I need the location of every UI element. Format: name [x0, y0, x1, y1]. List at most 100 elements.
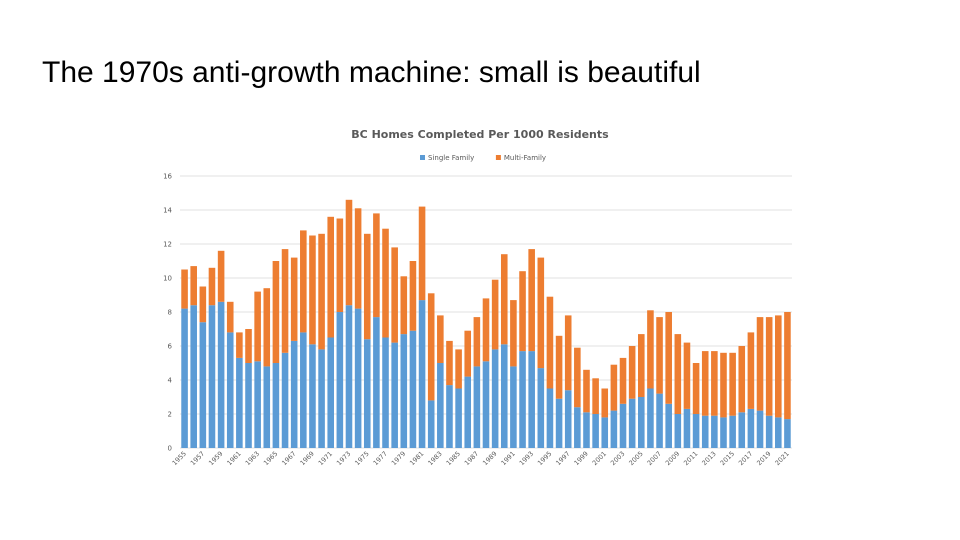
y-tick-label: 2 [168, 411, 172, 419]
bar-multi-family-1961 [236, 332, 243, 358]
x-tick-label: 2003 [609, 450, 626, 467]
bar-single-family-1966 [281, 352, 289, 448]
bar-single-family-1965 [272, 363, 280, 448]
bar-multi-family-1978 [391, 247, 398, 343]
bar-single-family-1956 [190, 305, 197, 448]
bar-multi-family-1962 [245, 329, 252, 363]
bar-single-family-1964 [263, 366, 271, 448]
bar-single-family-1961 [236, 357, 243, 448]
bar-multi-family-1969 [309, 235, 316, 345]
bar-multi-family-1995 [546, 296, 554, 389]
x-tick-label: 2007 [646, 450, 663, 467]
bar-single-family-1976 [373, 317, 380, 448]
x-tick-label: 2011 [682, 450, 699, 467]
bar-multi-family-1990 [500, 254, 508, 345]
x-tick-label: 2015 [719, 450, 736, 467]
bar-multi-family-2009 [674, 334, 682, 414]
bar-single-family-1971 [327, 337, 335, 448]
x-tick-label: 1965 [262, 450, 279, 467]
bar-single-family-2017 [747, 408, 755, 448]
chart-title: BC Homes Completed Per 1000 Residents [351, 128, 609, 141]
bar-multi-family-1993 [528, 249, 535, 352]
bar-multi-family-2016 [738, 346, 746, 413]
bar-multi-family-1997 [564, 315, 572, 391]
bar-single-family-1974 [354, 308, 362, 448]
y-tick-label: 0 [168, 445, 172, 453]
y-tick-label: 10 [163, 275, 172, 283]
bar-single-family-1991 [510, 366, 517, 448]
bar-multi-family-1955 [181, 269, 188, 309]
x-tick-label: 1975 [353, 450, 370, 467]
bar-chart: BC Homes Completed Per 1000 Residents Si… [163, 128, 792, 467]
bar-single-family-1962 [245, 363, 252, 448]
bar-single-family-2016 [738, 412, 746, 448]
bar-multi-family-1979 [400, 276, 408, 335]
bar-multi-family-1974 [354, 208, 362, 309]
bar-multi-family-2007 [656, 317, 663, 394]
x-tick-label: 1997 [554, 450, 571, 467]
slide-title: The 1970s anti-growth machine: small is … [42, 56, 701, 89]
legend-swatch-0 [420, 155, 425, 160]
bar-multi-family-1956 [190, 266, 197, 306]
bar-single-family-1985 [455, 388, 462, 448]
bar-multi-family-1960 [226, 301, 234, 333]
bar-multi-family-1971 [327, 216, 335, 338]
bar-multi-family-1957 [199, 286, 207, 323]
bar-single-family-1955 [181, 308, 188, 448]
bar-multi-family-1992 [519, 271, 526, 352]
bar-multi-family-1984 [446, 340, 453, 386]
x-tick-label: 1995 [536, 450, 553, 467]
bar-multi-family-1966 [281, 249, 289, 353]
bar-single-family-2010 [683, 408, 691, 448]
bar-multi-family-2011 [692, 363, 700, 414]
bar-multi-family-1987 [473, 317, 481, 367]
bar-single-family-1972 [336, 312, 344, 448]
x-tick-label: 1969 [299, 450, 316, 467]
x-tick-label: 2021 [773, 450, 790, 467]
x-tick-label: 1977 [372, 450, 389, 467]
legend: Single Family Multi-Family [420, 154, 546, 162]
bar-single-family-1987 [473, 366, 481, 448]
bar-single-family-1980 [409, 330, 417, 448]
bar-single-family-2018 [756, 410, 764, 448]
y-tick-label: 14 [163, 207, 172, 215]
bar-multi-family-1970 [318, 233, 325, 350]
bar-single-family-1988 [482, 361, 490, 448]
bar-multi-family-2012 [701, 351, 709, 416]
bar-multi-family-1985 [455, 349, 462, 389]
x-axis: 1955 1957 1959 1961 1963 1965 1967 1969 1971 1973… [171, 450, 791, 467]
bar-single-family-1979 [400, 334, 408, 448]
x-tick-label: 1967 [280, 450, 297, 467]
bar-single-family-1958 [208, 305, 216, 448]
bar-single-family-1986 [464, 376, 472, 448]
bar-multi-family-1968 [300, 230, 307, 333]
x-tick-label: 1963 [244, 450, 261, 467]
bar-multi-family-2018 [756, 317, 764, 411]
bar-multi-family-1975 [363, 233, 371, 340]
bar-single-family-2019 [765, 415, 773, 448]
x-tick-label: 1993 [518, 450, 535, 467]
bar-multi-family-2014 [720, 352, 727, 418]
bar-multi-family-1983 [437, 315, 444, 363]
legend-label-0: Single Family [428, 154, 474, 162]
x-tick-label: 2001 [591, 450, 608, 467]
bar-single-family-2001 [601, 417, 609, 448]
bar-multi-family-1963 [254, 291, 261, 362]
bar-multi-family-2001 [601, 388, 609, 418]
bar-single-family-1994 [537, 368, 545, 448]
y-tick-label: 8 [168, 309, 172, 317]
bar-single-family-1963 [254, 361, 261, 448]
x-tick-label: 2009 [664, 450, 681, 467]
bar-single-family-1999 [583, 412, 590, 448]
bar-multi-family-1988 [482, 298, 490, 362]
bar-multi-family-1981 [418, 206, 426, 301]
bar-single-family-2020 [775, 417, 782, 448]
bar-multi-family-2002 [610, 364, 618, 411]
bar-single-family-1970 [318, 349, 325, 448]
x-tick-label: 1989 [481, 450, 498, 467]
bar-single-family-1959 [217, 301, 225, 448]
x-tick-label: 1987 [463, 450, 480, 467]
bar-multi-family-2005 [638, 334, 645, 397]
x-tick-label: 1971 [317, 450, 334, 467]
bar-single-family-1968 [300, 332, 307, 448]
